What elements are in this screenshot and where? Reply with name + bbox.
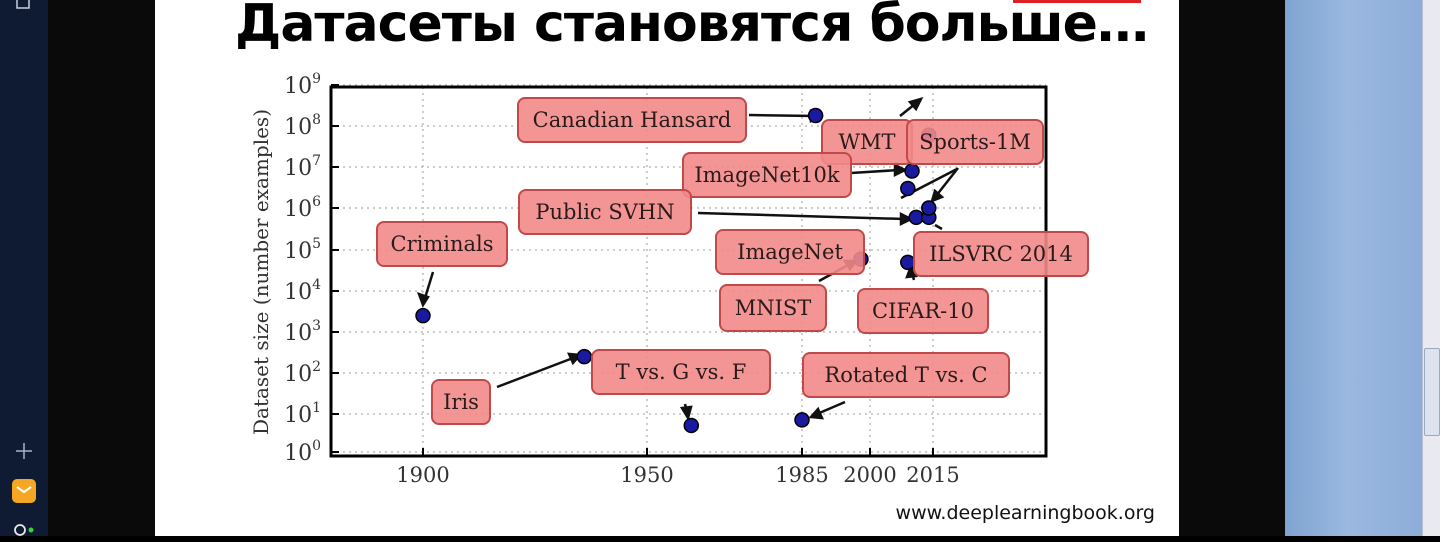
plus-icon[interactable] [12, 439, 36, 463]
annotation-box [715, 229, 865, 275]
annotation-label: Iris [443, 390, 479, 414]
y-tick-label: 109 [284, 71, 321, 99]
scrollbar[interactable] [1422, 0, 1440, 536]
data-point [576, 348, 593, 365]
arrow [423, 271, 435, 299]
data-point [683, 417, 700, 434]
annotation-label: Canadian Hansard [533, 108, 732, 132]
mail-app-icon[interactable] [12, 479, 36, 503]
annotation-box [719, 284, 827, 332]
slide-title: Датасеты становятся больше… [235, 0, 1149, 54]
y-tick-label: 102 [284, 359, 321, 387]
y-tick-label: 101 [284, 400, 321, 428]
annotation-label: Criminals [391, 232, 494, 256]
data-point [794, 412, 810, 428]
data-point [900, 254, 916, 271]
source-credit: www.deeplearningbook.org [895, 502, 1155, 524]
data-point [900, 180, 916, 197]
data-point [921, 200, 937, 216]
y-tick-label: 104 [284, 277, 321, 305]
annotation-box [517, 97, 747, 143]
y-tick-label: 103 [284, 318, 321, 346]
arrow [816, 400, 846, 416]
scroll-grip-icon[interactable] [1424, 348, 1440, 436]
annotation-box [376, 221, 508, 267]
annotation-box [802, 352, 1010, 398]
annotation-label: CIFAR-10 [872, 299, 974, 323]
y-tick-label: 100 [284, 438, 321, 466]
annotation-label: ILSVRC 2014 [929, 242, 1073, 266]
data-point [415, 307, 431, 324]
data-point [807, 107, 824, 124]
arrow [935, 167, 959, 197]
x-tick-label: 1900 [396, 463, 449, 487]
right-side-panel [1285, 0, 1440, 536]
title-accent-bar [1013, 0, 1141, 3]
annotation-box [518, 189, 692, 235]
y-tick-label: 108 [284, 112, 321, 140]
x-tick-label: 2000 [843, 463, 896, 487]
annotation-label: T vs. G vs. F [616, 360, 747, 384]
arrow [697, 211, 906, 221]
annotation-box [913, 231, 1089, 277]
annotation-label: Rotated T vs. C [824, 363, 987, 387]
arrow [496, 356, 574, 389]
annotation-label: Public SVHN [535, 200, 674, 224]
y-tick-label: 106 [284, 194, 321, 222]
arrow [748, 113, 816, 118]
annotation-label: WMT [838, 130, 895, 154]
slide: Датасеты становятся больше… Dataset size… [155, 0, 1179, 536]
annotation-box [857, 288, 989, 334]
annotation-box [591, 349, 771, 395]
circle-app-icon[interactable] [12, 518, 36, 542]
os-sidebar [0, 0, 48, 536]
data-point [904, 163, 920, 179]
annotation-box [682, 152, 852, 198]
y-axis-label: Dataset size (number examples) [249, 109, 273, 435]
x-tick-label: 1950 [620, 463, 673, 487]
annotation-label: MNIST [735, 296, 812, 320]
annotation-label: ImageNet10k [694, 163, 840, 187]
y-tick-label: 105 [284, 236, 321, 264]
y-tick-label: 107 [284, 153, 321, 181]
annotation-box [906, 119, 1044, 165]
annotation-box [431, 379, 491, 425]
annotation-label: ImageNet [737, 240, 843, 264]
x-tick-label: 2015 [906, 463, 959, 487]
dataset-size-chart: Dataset size (number examples) 100 101 102… [249, 71, 1089, 487]
window-icon[interactable] [12, 0, 36, 16]
annotation-label: Sports-1M [919, 130, 1031, 154]
arrow [934, 223, 943, 231]
x-tick-label: 1985 [775, 463, 828, 487]
arrow [850, 168, 900, 175]
